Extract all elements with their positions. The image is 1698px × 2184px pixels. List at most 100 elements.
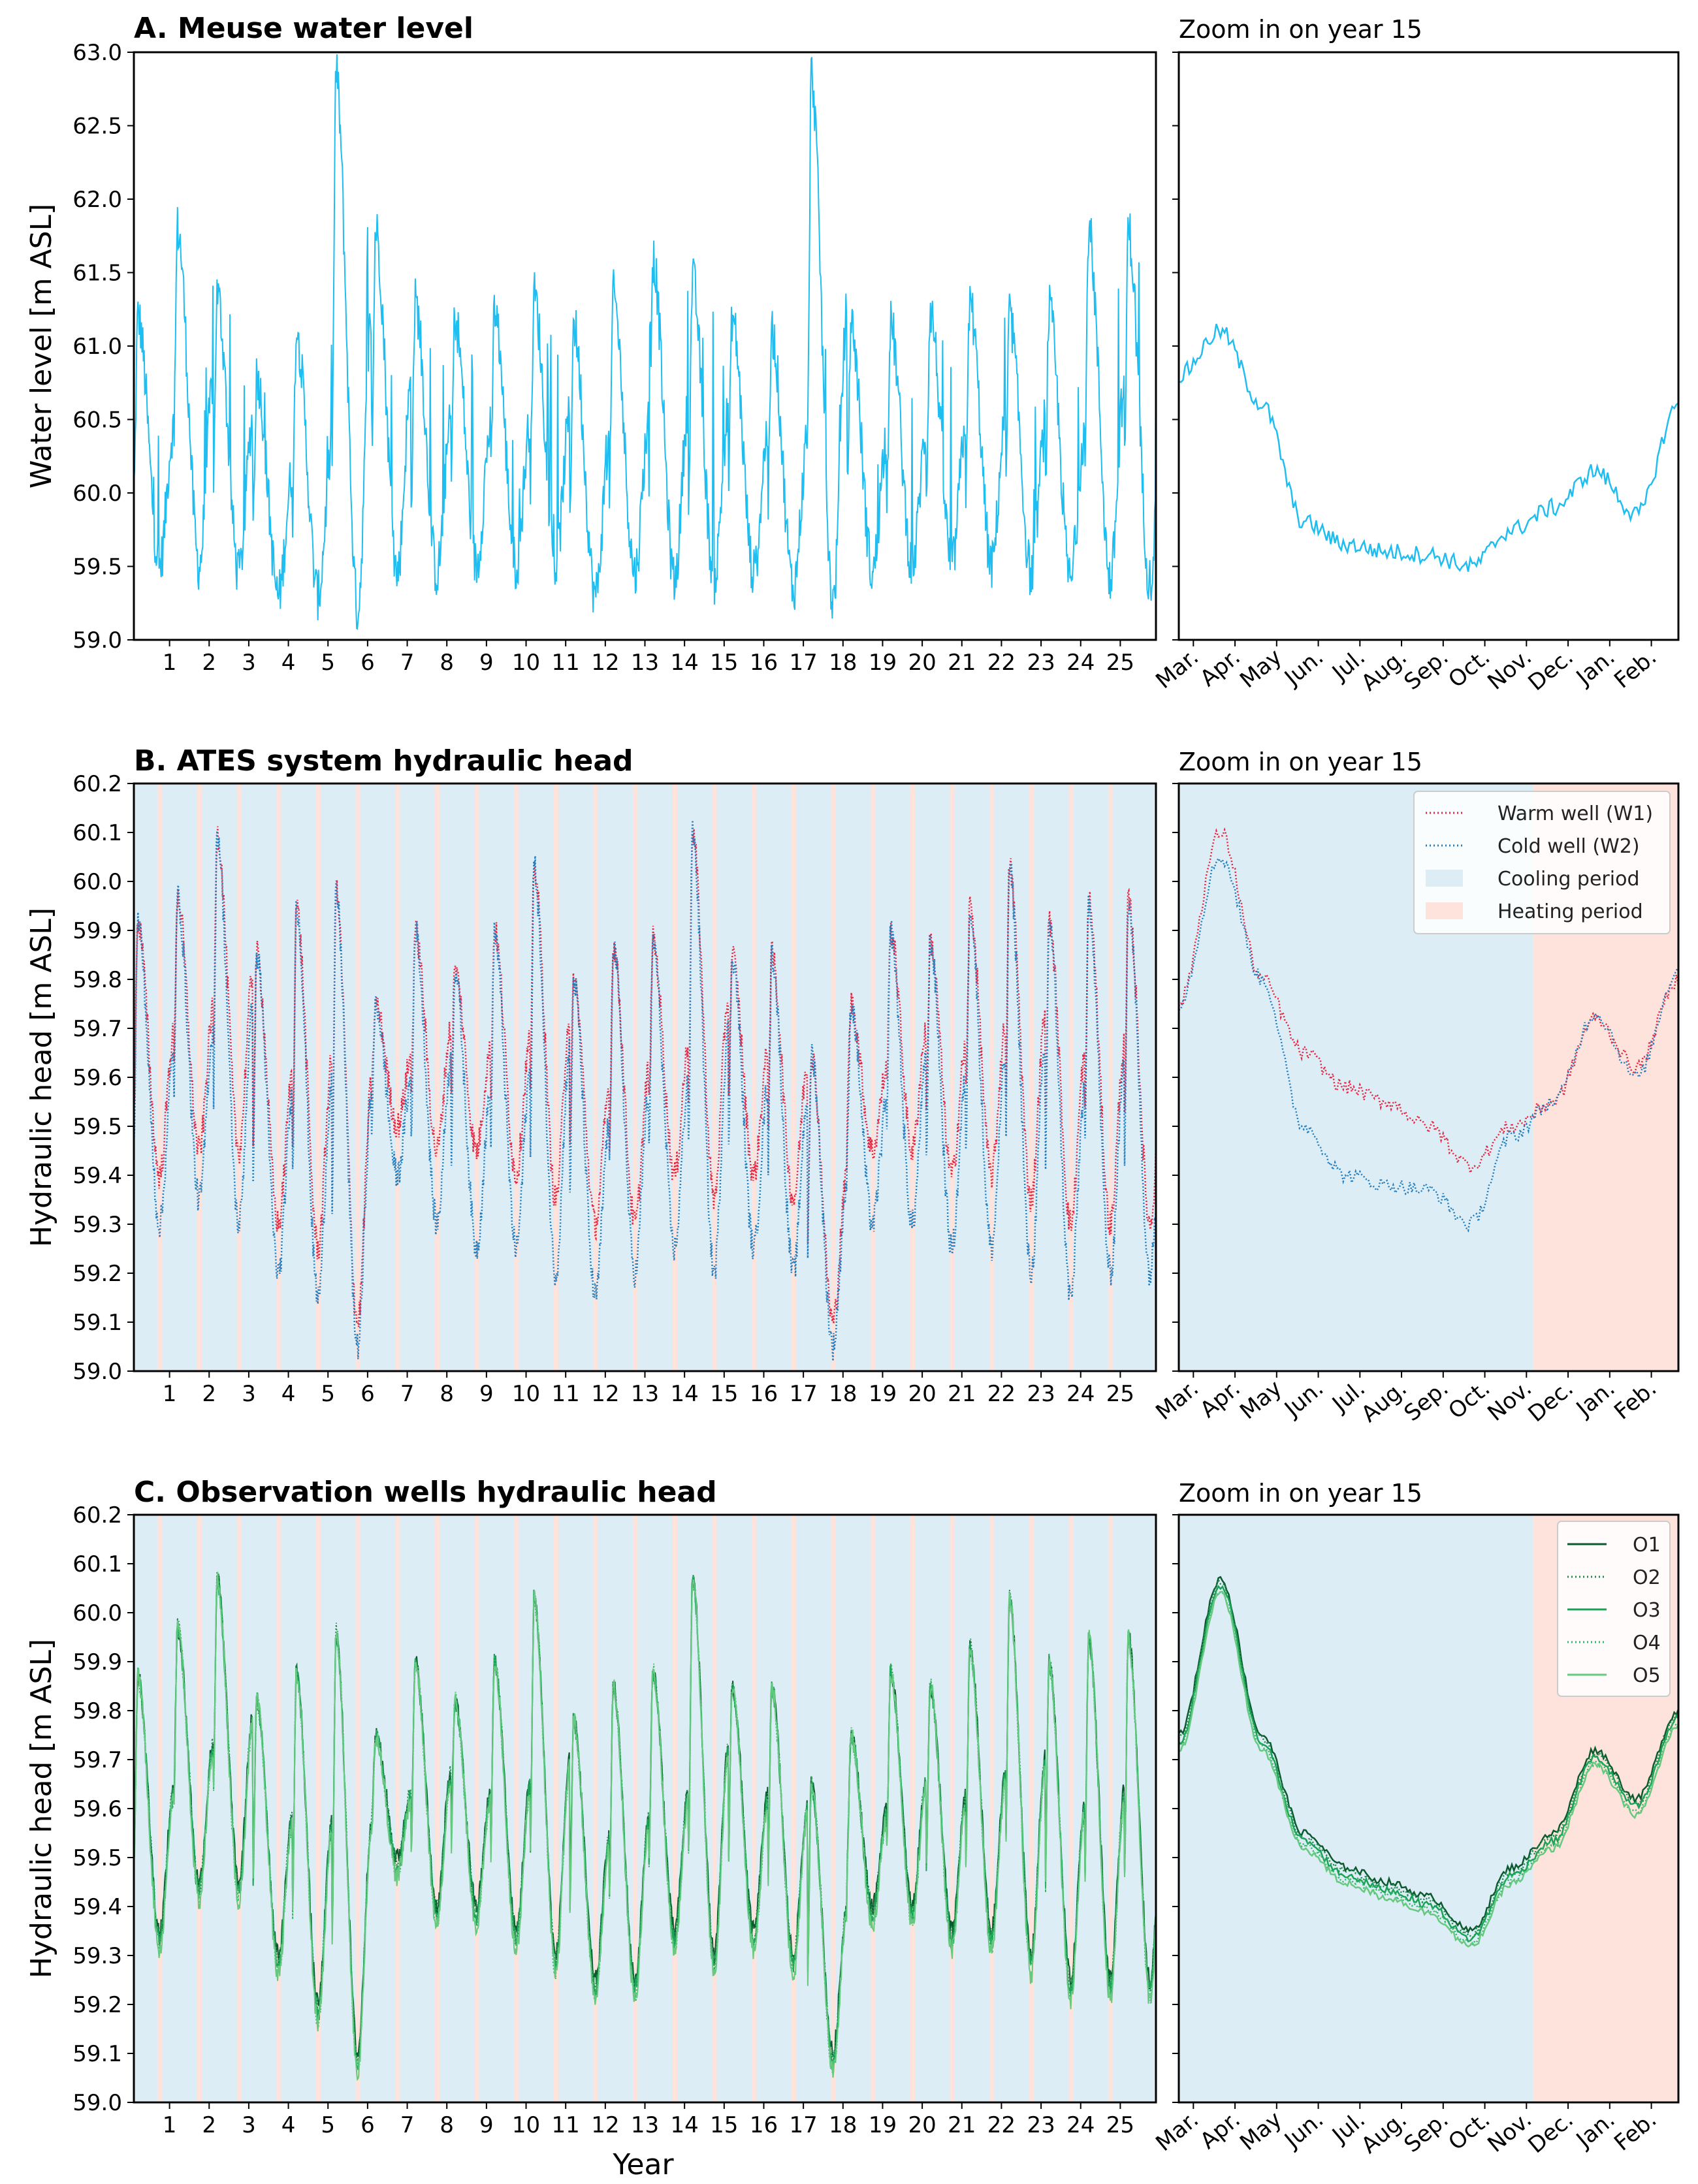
cooling-period-band (134, 1515, 1156, 2102)
x-tick-label: 17 (790, 650, 818, 676)
x-tick-label: 18 (829, 1381, 857, 1407)
panel-c-main-plot: 59.0 59.1 59.2 59.3 59.4 59.5 59.6 59.7 59.8 59.9… (72, 1502, 1157, 2138)
heating-period-band (355, 783, 360, 1371)
x-tick-label: 15 (710, 2112, 738, 2138)
x-tick-label: Nov. (1482, 2106, 1537, 2158)
x-tick-label: 14 (671, 650, 699, 676)
panel-a-title: A. Meuse water level (134, 12, 473, 45)
x-tick-label: 2 (202, 2112, 216, 2138)
heating-period-band (950, 1515, 955, 2102)
panel-b: B. ATES system hydraulic head Zoom in on… (25, 744, 1680, 1428)
heating-period-band (791, 1515, 796, 2102)
x-tick-label: 8 (440, 2112, 454, 2138)
y-tick-label: 59.9 (72, 918, 122, 944)
panel-b-zoom-title: Zoom in on year 15 (1179, 748, 1422, 776)
x-tick-label: 25 (1106, 650, 1134, 676)
y-tick-label: 60.1 (72, 1551, 122, 1577)
x-tick-label: 7 (400, 650, 415, 676)
legend-heating-period: Heating period (1498, 900, 1643, 923)
y-tick-label: 59.8 (72, 967, 122, 993)
panel-b-main-plot: 59.0 59.1 59.2 59.3 59.4 59.5 59.6 59.7 59.8 59.9… (72, 771, 1157, 1407)
heating-period-band (989, 1515, 995, 2102)
heating-period-band (553, 783, 559, 1371)
x-tick-label: 19 (869, 2112, 897, 2138)
x-tick-label: Jan. (1571, 1375, 1620, 1423)
x-tick-label: Aug. (1356, 1375, 1412, 1427)
x-tick-label: 19 (869, 1381, 897, 1407)
x-tick-label: May (1235, 1375, 1287, 1425)
x-tick-label: Feb. (1609, 2106, 1661, 2156)
x-tick-label: 13 (631, 2112, 659, 2138)
y-tick-label: 62.0 (72, 187, 122, 213)
x-tick-label: 3 (242, 1381, 256, 1407)
y-tick-label: 60.0 (72, 481, 122, 507)
x-tick-label: 14 (671, 2112, 699, 2138)
x-tick-label: 23 (1027, 1381, 1055, 1407)
x-tick-label: May (1235, 644, 1287, 693)
x-tick-label: 24 (1066, 1381, 1095, 1407)
panel-b-legend: Warm well (W1) Cold well (W2) Cooling pe… (1413, 791, 1671, 934)
legend-o1: O1 (1633, 1534, 1661, 1557)
heating-period-band (276, 1515, 281, 2102)
x-tick-label: 22 (987, 1381, 1016, 1407)
y-tick-label: 59.2 (72, 1992, 122, 2018)
heating-period-band (1029, 1515, 1034, 2102)
y-tick-label: 60.0 (72, 869, 122, 895)
x-tick-label: Nov. (1482, 644, 1537, 695)
x-tick-label: 22 (987, 2112, 1016, 2138)
x-tick-label: Dec. (1523, 1375, 1578, 1427)
x-tick-label: Nov. (1482, 1375, 1537, 1427)
x-tick-label: 11 (552, 1381, 580, 1407)
y-tick-label: 59.0 (72, 2090, 122, 2116)
heating-period-band (316, 1515, 321, 2102)
x-tick-label: 7 (400, 1381, 415, 1407)
x-tick-label: 4 (281, 2112, 296, 2138)
x-tick-label: 21 (948, 650, 976, 676)
y-tick-label: 60.2 (72, 1502, 122, 1528)
x-tick-label: 5 (321, 650, 335, 676)
heating-period-band (1029, 783, 1034, 1371)
y-tick-label: 59.7 (72, 1016, 122, 1042)
x-tick-label: 20 (908, 2112, 936, 2138)
legend-o3: O3 (1633, 1599, 1661, 1622)
y-tick-label: 63.0 (72, 40, 122, 66)
heating-period-band (989, 783, 995, 1371)
y-tick-label: 61.0 (72, 334, 122, 360)
panel-b-ylabel: Hydraulic head [m ASL] (25, 908, 58, 1247)
heating-period-band (197, 783, 202, 1371)
x-tick-label: 13 (631, 650, 659, 676)
plot-frame (133, 1513, 1157, 2104)
x-tick-label: Oct. (1443, 1375, 1495, 1424)
y-tick-label: 59.0 (72, 1359, 122, 1385)
y-tick-label: 59.4 (72, 1894, 122, 1920)
x-tick-label: Jun. (1279, 644, 1328, 691)
panel-a-zoom-plot: Mar.Apr.MayJun.Jul.Aug.Sep.Oct.Nov.Dec.J… (1151, 51, 1680, 697)
panel-b-title: B. ATES system hydraulic head (134, 744, 633, 778)
x-tick-label: 6 (360, 650, 375, 676)
plot-frame (1177, 782, 1680, 1372)
heating-period-band (672, 783, 677, 1371)
heating-period-band (236, 783, 242, 1371)
x-tick-label: Feb. (1609, 1375, 1661, 1425)
heating-period-band (831, 783, 836, 1371)
heating-period-band (752, 1515, 757, 2102)
heating-period-band (474, 783, 479, 1371)
x-tick-label: 2 (202, 1381, 216, 1407)
legend-box (1557, 1521, 1671, 1697)
y-tick-label: 59.5 (72, 1845, 122, 1871)
heating-period-band (1068, 1515, 1074, 2102)
x-tick-label: 1 (163, 650, 177, 676)
meuse-water-level-zoom-line (1178, 323, 1679, 572)
cooling-period-band (1179, 1515, 1534, 2102)
y-tick-label: 59.9 (72, 1649, 122, 1675)
legend-cold-well: Cold well (W2) (1498, 835, 1640, 858)
panel-c-zoom-title: Zoom in on year 15 (1179, 1479, 1422, 1508)
x-tick-label: 21 (948, 1381, 976, 1407)
y-tick-label: 59.5 (72, 554, 122, 580)
heating-period-band (871, 783, 876, 1371)
heating-period-band (672, 1515, 677, 2102)
y-tick-label: 59.1 (72, 2041, 122, 2067)
x-tick-label: 5 (321, 1381, 335, 1407)
x-tick-label: 7 (400, 2112, 415, 2138)
